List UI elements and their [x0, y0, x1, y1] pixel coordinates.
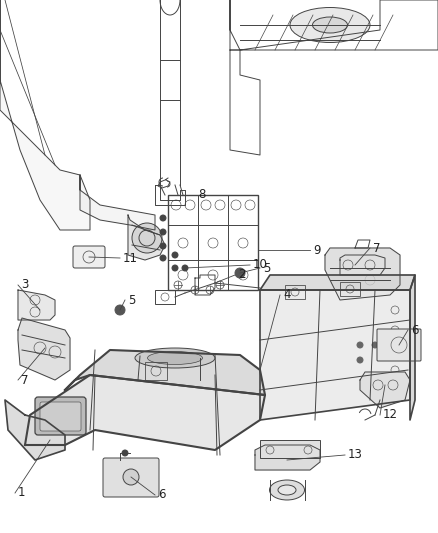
Text: 5: 5 [128, 294, 135, 306]
Circle shape [182, 265, 188, 271]
Circle shape [172, 252, 178, 258]
Ellipse shape [269, 480, 304, 500]
Text: 12: 12 [383, 408, 398, 422]
Circle shape [357, 357, 363, 363]
Polygon shape [80, 175, 155, 230]
Ellipse shape [148, 351, 202, 365]
Text: 6: 6 [158, 489, 166, 502]
Circle shape [122, 450, 128, 456]
FancyBboxPatch shape [40, 402, 81, 431]
Text: 13: 13 [348, 448, 363, 462]
Circle shape [172, 265, 178, 271]
Polygon shape [255, 445, 320, 470]
Ellipse shape [290, 7, 370, 43]
Circle shape [357, 342, 363, 348]
Text: 5: 5 [263, 262, 270, 274]
Text: 6: 6 [411, 324, 418, 336]
Bar [260, 440, 320, 458]
Ellipse shape [278, 485, 296, 495]
Polygon shape [325, 248, 400, 300]
Polygon shape [260, 290, 410, 420]
Polygon shape [18, 318, 70, 380]
FancyBboxPatch shape [377, 329, 421, 361]
Circle shape [160, 215, 166, 221]
Polygon shape [25, 375, 265, 450]
Polygon shape [260, 275, 415, 290]
Text: 8: 8 [198, 189, 205, 201]
Polygon shape [360, 372, 410, 408]
FancyBboxPatch shape [73, 246, 105, 268]
Polygon shape [410, 275, 415, 420]
Circle shape [115, 305, 125, 315]
Ellipse shape [135, 348, 215, 368]
FancyBboxPatch shape [35, 397, 86, 435]
Circle shape [160, 243, 166, 249]
Bar [340, 282, 360, 296]
Text: 10: 10 [253, 259, 268, 271]
Bar [168, 195, 258, 290]
Circle shape [160, 255, 166, 261]
Text: 9: 9 [313, 244, 321, 256]
Text: 1: 1 [18, 487, 25, 499]
Bar [145, 362, 167, 380]
Text: 2: 2 [238, 269, 246, 281]
Bar [285, 285, 305, 299]
Circle shape [123, 469, 139, 485]
Text: 7: 7 [21, 374, 28, 386]
Circle shape [235, 268, 245, 278]
Text: 7: 7 [373, 241, 381, 254]
Circle shape [160, 229, 166, 235]
Polygon shape [65, 350, 265, 395]
FancyBboxPatch shape [103, 458, 159, 497]
Polygon shape [5, 400, 65, 460]
Text: 4: 4 [283, 288, 290, 302]
Polygon shape [0, 0, 90, 230]
Polygon shape [18, 290, 55, 320]
Circle shape [132, 223, 162, 253]
Ellipse shape [312, 17, 347, 33]
Polygon shape [128, 215, 165, 260]
Text: 3: 3 [21, 279, 28, 292]
Text: 11: 11 [123, 252, 138, 264]
Bar [155, 290, 175, 304]
Circle shape [372, 342, 378, 348]
